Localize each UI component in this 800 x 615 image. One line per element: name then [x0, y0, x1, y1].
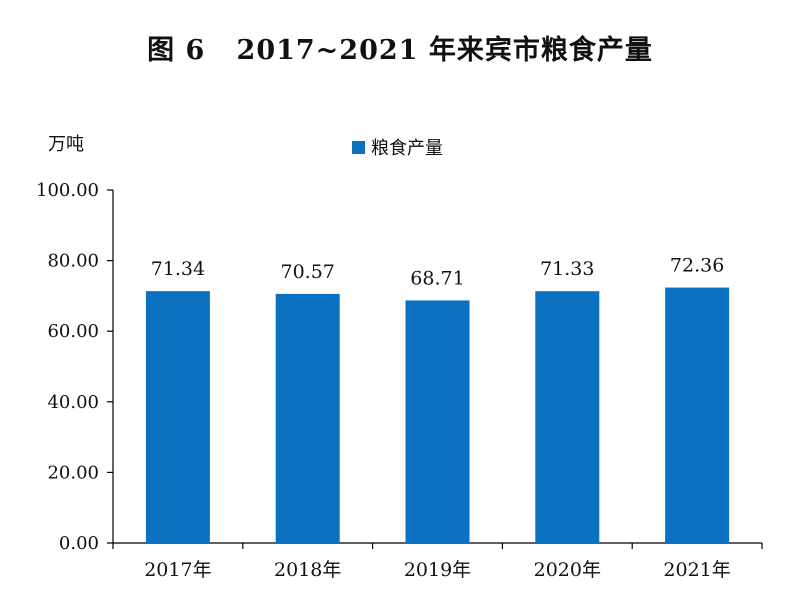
x-tick-label: 2018年: [274, 559, 341, 581]
y-tick-label: 60.00: [47, 321, 99, 342]
legend-label: 粮食产量: [371, 138, 443, 159]
x-tick-label: 2017年: [144, 559, 211, 581]
data-label: 71.34: [151, 258, 205, 280]
bar: [145, 291, 210, 543]
legend: 粮食产量: [352, 134, 443, 160]
data-label: 72.36: [670, 255, 724, 277]
y-axis-unit-label: 万吨: [48, 134, 84, 155]
y-tick-label: 0.00: [59, 533, 99, 554]
data-label: 70.57: [280, 261, 334, 283]
data-label: 68.71: [410, 267, 464, 289]
y-tick-label: 80.00: [47, 251, 99, 272]
y-tick-label: 40.00: [47, 392, 99, 413]
y-tick-label: 20.00: [47, 462, 99, 483]
legend-swatch: [352, 140, 365, 154]
bar: [665, 287, 730, 543]
bar: [405, 300, 470, 543]
bar: [275, 293, 340, 543]
data-label: 71.33: [540, 258, 594, 280]
x-tick-label: 2020年: [534, 559, 601, 581]
x-tick-label: 2019年: [404, 559, 471, 581]
bar: [535, 291, 600, 543]
y-tick-label: 100.00: [36, 180, 99, 201]
chart-title: 图 6 2017~2021 年来宾市粮食产量: [147, 35, 653, 66]
x-tick-label: 2021年: [663, 559, 730, 581]
